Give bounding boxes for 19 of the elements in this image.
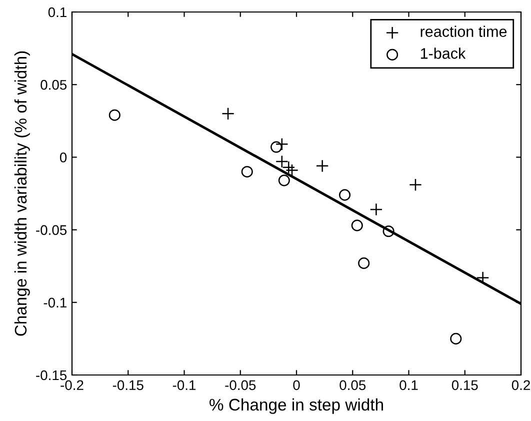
x-tick-label: 0.15 bbox=[452, 380, 478, 390]
legend-label: reaction time bbox=[420, 26, 507, 37]
y-tick-label: -0.1 bbox=[44, 298, 66, 308]
legend-label: 1-back bbox=[420, 48, 466, 59]
y-tick-label: 0 bbox=[60, 152, 67, 162]
x-tick-label: 0.2 bbox=[512, 380, 530, 390]
x-tick-label: -0.15 bbox=[112, 380, 144, 390]
x-tick-label: -0.1 bbox=[172, 380, 196, 390]
x-tick-label: -0.05 bbox=[225, 380, 256, 390]
y-tick-label: -0.15 bbox=[36, 370, 67, 380]
x-tick-label: -0.2 bbox=[60, 380, 84, 390]
x-tick-label: 0 bbox=[293, 380, 300, 390]
y-axis-title: Change in width variability (% of width) bbox=[14, 51, 30, 336]
y-tick-label: 0.1 bbox=[48, 7, 66, 18]
x-tick-label: 0.05 bbox=[340, 380, 366, 390]
x-axis-title: % Change in step width bbox=[210, 398, 383, 414]
y-tick-label: -0.05 bbox=[36, 225, 67, 235]
y-tick-label: 0.05 bbox=[40, 80, 67, 90]
x-tick-label: 0.1 bbox=[400, 380, 418, 390]
